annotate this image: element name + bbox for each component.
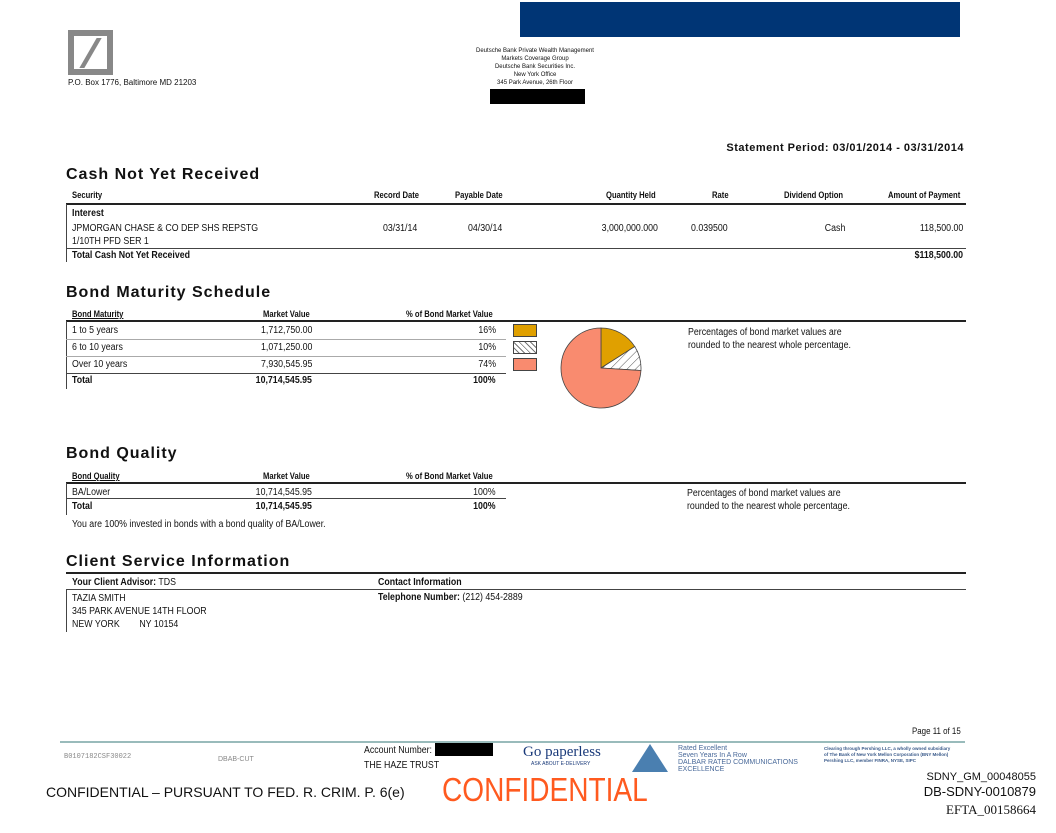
confidential-notice: CONFIDENTIAL – PURSUANT TO FED. R. CRIM.… [46,784,405,800]
bates-id: DB-SDNY-0010879 [923,784,1036,799]
efta-id: EFTA_00158664 [946,802,1036,817]
statement-period: Statement Period: 03/01/2014 - 03/31/201… [726,142,964,154]
total-label: Total [72,375,93,386]
col-record-date: Record Date [374,190,420,200]
redaction [435,743,493,756]
payable-date: 04/30/14 [468,223,503,234]
row-pct: 16% [478,325,496,336]
quality-statement: You are 100% invested in bonds with a bo… [72,519,326,530]
pershing-text: Clearing through Pershing LLC, a wholly … [824,746,951,763]
dalbar-logo [632,744,668,772]
row-value: 1,712,750.00 [260,325,312,336]
row-label: Over 10 years [72,359,128,370]
page-number: Page 11 of 15 [912,726,961,736]
dividend-option: Cash [824,223,845,234]
section-title-quality: Bond Quality [66,445,178,462]
client-advisor: Your Client Advisor: TDS [72,577,176,588]
row-pct: 74% [478,359,496,370]
col-quantity: Quantity Held [606,190,656,200]
section-title-maturity: Bond Maturity Schedule [66,284,272,301]
col-market-value: Market Value [263,309,310,319]
account-label: Account Number: [364,745,432,756]
legend-swatch [513,341,537,354]
row-label: BA/Lower [72,487,111,498]
amount: 118,500.00 [919,223,963,234]
go-paperless-sub: ASK ABOUT E-DELIVERY [531,761,591,767]
row-value: 10,714,545.95 [255,487,312,498]
col-bond-maturity: Bond Maturity [72,309,124,319]
row-value: 7,930,545.95 [260,359,312,370]
total-pct: 100% [473,501,496,512]
legend-swatch [513,358,537,371]
rate: 0.039500 [691,223,728,234]
go-paperless: Go paperless [523,744,601,760]
section-title-cash: Cash Not Yet Received [66,166,261,183]
col-security: Security [72,190,103,200]
col-pct: % of Bond Market Value [406,309,493,319]
dbab-code: DBAB-CUT [218,756,254,763]
bates-id: SDNY_GM_00048055 [926,771,1036,783]
footer-code: B0107182CSF30022 [64,753,132,761]
redaction [490,89,585,104]
col-rate: Rate [712,190,729,200]
pie-chart [560,327,642,409]
office-address: Deutsche Bank Private Wealth Management M… [476,48,594,86]
total-pct: 100% [473,375,496,386]
account-name: THE HAZE TRUST [364,760,440,771]
row-pct: 100% [473,487,496,498]
dalbar-text: Rated Excellent Seven Years In A Row DALBA… [678,745,798,773]
contact-label: Contact Information [378,577,462,588]
row-label: 6 to 10 years [72,342,123,353]
maturity-note: Percentages of bond market values are rou… [688,327,851,351]
section-title-client: Client Service Information [66,553,291,570]
telephone: Telephone Number: (212) 454-2889 [378,592,523,603]
col-payable-date: Payable Date [455,190,503,200]
row-value: 1,071,250.00 [260,342,312,353]
record-date: 03/31/14 [383,223,418,234]
security-name: JPMORGAN CHASE & CO DEP SHS REPSTG [72,223,259,234]
col-bond-quality: Bond Quality [72,471,120,481]
quantity: 3,000,000.000 [601,223,658,234]
pie-slice-2 [560,327,642,409]
total-amount: $118,500.00 [914,250,963,261]
advisor-address: TAZIA SMITH 345 PARK AVENUE 14TH FLOOR NEW… [72,593,207,630]
total-value: 10,714,545.95 [255,501,312,512]
footer-divider [60,741,965,743]
quality-note: Percentages of bond market values are rou… [687,488,850,512]
deutsche-bank-logo [68,30,113,75]
total-label: Total [72,501,93,512]
col-dividend-option: Dividend Option [784,190,844,200]
col-market-value: Market Value [263,471,310,481]
row-pct: 10% [478,342,496,353]
row-label: 1 to 5 years [72,325,118,336]
col-pct: % of Bond Market Value [406,471,493,481]
blue-banner [520,2,960,37]
confidential-stamp: CONFIDENTIAL [442,771,648,808]
group-interest: Interest [72,208,104,219]
col-amount: Amount of Payment [888,190,961,200]
total-value: 10,714,545.95 [255,375,312,386]
legend-swatch [513,324,537,337]
address: P.O. Box 1776, Baltimore MD 21203 [68,78,197,87]
security-name-line2: 1/10TH PFD SER 1 [72,236,149,247]
total-label: Total Cash Not Yet Received [72,250,191,261]
